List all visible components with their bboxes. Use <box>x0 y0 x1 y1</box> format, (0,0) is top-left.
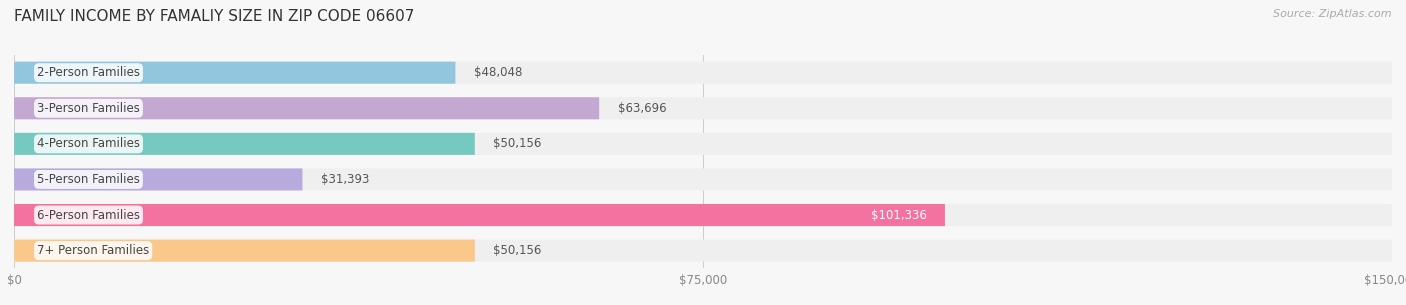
Text: 5-Person Families: 5-Person Families <box>37 173 141 186</box>
FancyBboxPatch shape <box>14 240 475 262</box>
FancyBboxPatch shape <box>14 168 302 190</box>
Text: $31,393: $31,393 <box>321 173 370 186</box>
FancyBboxPatch shape <box>14 97 1392 119</box>
Text: 3-Person Families: 3-Person Families <box>37 102 141 115</box>
FancyBboxPatch shape <box>14 168 1392 190</box>
Text: 2-Person Families: 2-Person Families <box>37 66 141 79</box>
FancyBboxPatch shape <box>14 204 1392 226</box>
Text: $48,048: $48,048 <box>474 66 522 79</box>
Text: 7+ Person Families: 7+ Person Families <box>37 244 149 257</box>
Text: $50,156: $50,156 <box>494 137 541 150</box>
FancyBboxPatch shape <box>14 204 945 226</box>
Text: Source: ZipAtlas.com: Source: ZipAtlas.com <box>1274 9 1392 19</box>
Text: $63,696: $63,696 <box>617 102 666 115</box>
FancyBboxPatch shape <box>14 62 456 84</box>
FancyBboxPatch shape <box>14 133 1392 155</box>
Text: 6-Person Families: 6-Person Families <box>37 209 141 221</box>
Text: FAMILY INCOME BY FAMALIY SIZE IN ZIP CODE 06607: FAMILY INCOME BY FAMALIY SIZE IN ZIP COD… <box>14 9 415 24</box>
Text: 4-Person Families: 4-Person Families <box>37 137 141 150</box>
Text: $101,336: $101,336 <box>870 209 927 221</box>
FancyBboxPatch shape <box>14 240 1392 262</box>
FancyBboxPatch shape <box>14 133 475 155</box>
Text: $50,156: $50,156 <box>494 244 541 257</box>
FancyBboxPatch shape <box>14 97 599 119</box>
FancyBboxPatch shape <box>14 62 1392 84</box>
